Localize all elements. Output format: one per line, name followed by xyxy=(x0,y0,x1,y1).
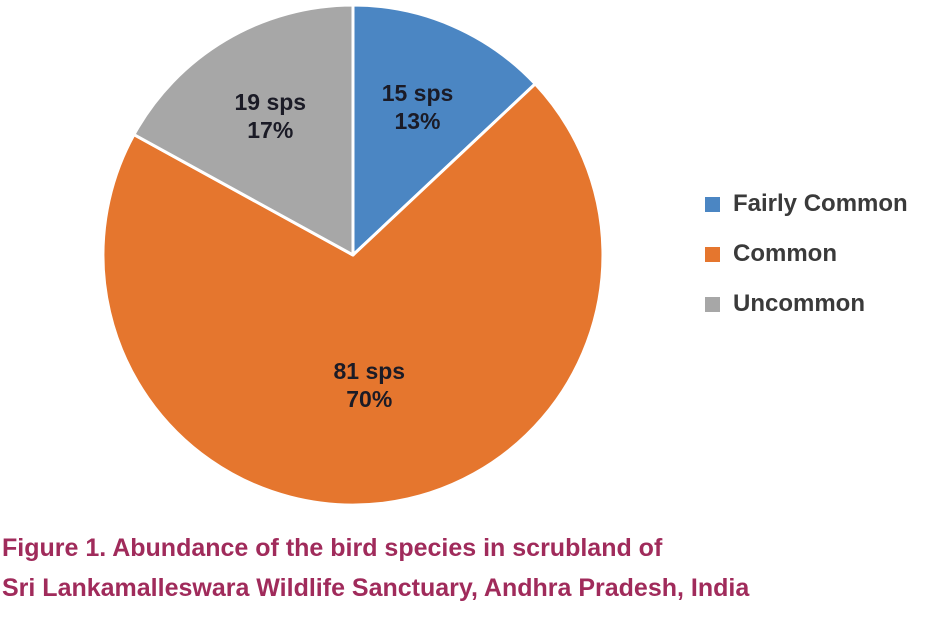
legend-label-uncommon: Uncommon xyxy=(733,290,865,317)
legend-item-uncommon: Uncommon xyxy=(705,290,908,318)
slice-label-fairly-common: 15 sps 13% xyxy=(382,80,454,134)
legend-label-fairly-common: Fairly Common xyxy=(733,190,908,217)
legend-swatch-fairly-common xyxy=(705,196,720,212)
pie-slice-common xyxy=(101,82,605,507)
caption-line-1: Figure 1. Abundance of the bird species … xyxy=(2,534,663,562)
slice-label-uncommon: 19 sps 17% xyxy=(234,89,306,143)
legend-label-common: Common xyxy=(733,240,837,267)
slice-label-common: 81 sps 70% xyxy=(333,358,405,412)
caption-line-2: Sri Lankamalleswara Wildlife Sanctuary, … xyxy=(2,574,750,602)
legend-swatch-common xyxy=(705,246,720,262)
figure-caption: Figure 1. Abundance of the bird species … xyxy=(2,528,749,608)
pie-slice-uncommon xyxy=(132,3,355,257)
legend-item-common: Common xyxy=(705,240,908,268)
pie-slice-fairly-common xyxy=(351,3,537,257)
legend-item-fairly-common: Fairly Common xyxy=(705,190,908,218)
legend: Fairly Common Common Uncommon xyxy=(705,190,908,340)
legend-swatch-uncommon xyxy=(705,296,720,312)
